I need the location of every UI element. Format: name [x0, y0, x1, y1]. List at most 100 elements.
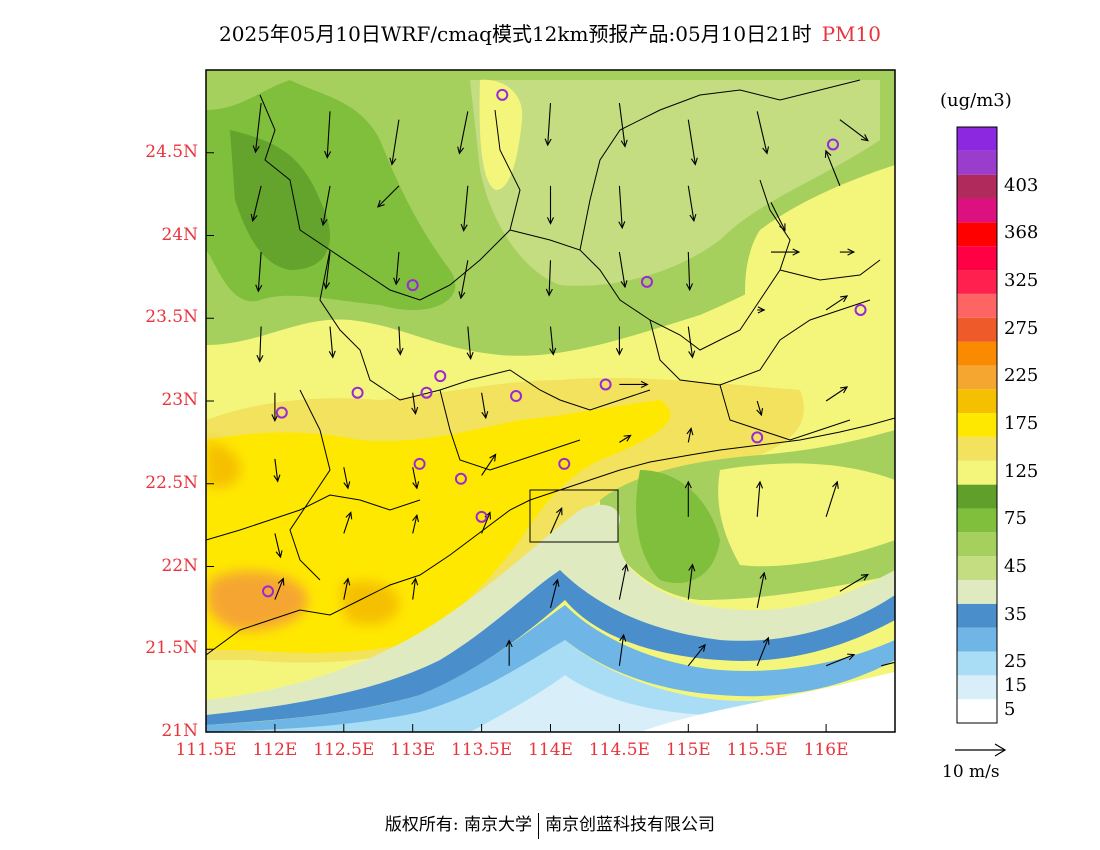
- wind-arrow: [328, 326, 336, 359]
- open-sea-white: [640, 672, 895, 732]
- boundary-line: [649, 299, 871, 386]
- east-coast-darkgreen: [636, 470, 720, 584]
- east-coast-yellow: [718, 463, 895, 567]
- wind-arrow: [755, 480, 764, 517]
- northern-lightgreen-zone: [470, 80, 880, 286]
- colorbar-swatch: [957, 198, 997, 223]
- colorbar-label: 75: [1004, 508, 1027, 530]
- wind-arrow: [770, 248, 801, 256]
- coast-blue: [206, 570, 895, 725]
- station-marker: [351, 386, 364, 399]
- wind-arrow: [825, 653, 856, 667]
- central-gold-band: [206, 400, 671, 653]
- station-marker: [751, 431, 764, 444]
- colorbar-swatch: [957, 150, 997, 175]
- coast-mid-blue: [206, 605, 895, 732]
- wind-arrow: [412, 467, 420, 490]
- wind-arrow: [273, 458, 281, 483]
- wind-arrow: [824, 149, 841, 187]
- lon-tick-label: 113E: [390, 740, 436, 760]
- wind-arrow: [839, 119, 869, 142]
- copyright-footer: 版权所有: 南京大学 南京创蓝科技有限公司: [0, 810, 1100, 839]
- wind-arrow: [757, 306, 766, 314]
- colorbar-units: (ug/m3): [940, 90, 1012, 111]
- colorbar-swatch: [957, 413, 997, 437]
- lon-tick-label: 111.5E: [175, 740, 237, 760]
- lat-tick-label: 22.5N: [145, 472, 198, 493]
- wind-arrow: [687, 643, 706, 667]
- monitoring-stations: [262, 88, 867, 598]
- copyright-prefix: 版权所有: 南京大学: [384, 815, 533, 835]
- wind-arrow: [271, 392, 279, 422]
- wind-arrow: [466, 326, 474, 360]
- wind-arrow: [839, 573, 869, 592]
- colorbar-swatch: [957, 627, 997, 652]
- colorbar-label: 403: [1004, 174, 1039, 196]
- wind-arrow: [460, 185, 469, 232]
- wind-arrow: [546, 185, 555, 225]
- colorbar-label: 325: [1004, 269, 1039, 291]
- station-marker: [475, 510, 488, 523]
- lat-tick-label: 21N: [161, 721, 198, 741]
- wind-arrow: [687, 563, 696, 600]
- boundary-line: [319, 249, 651, 411]
- reference-vector-label: 10 m/s: [942, 762, 1000, 782]
- wind-arrow: [320, 185, 331, 227]
- wind-arrow: [411, 577, 419, 600]
- colorbar-swatch: [957, 317, 997, 342]
- wind-arrow: [255, 252, 263, 293]
- wind-arrow: [324, 111, 332, 159]
- colorbar-swatch: [957, 293, 997, 318]
- wind-arrow: [412, 513, 419, 534]
- colorbar-label: 35: [1004, 603, 1027, 625]
- colorbar-swatch: [957, 603, 997, 628]
- wind-arrow: [545, 260, 553, 297]
- wind-arrow: [615, 326, 623, 356]
- lon-tick-label: 114.5E: [588, 740, 650, 760]
- wind-arrow: [549, 326, 557, 356]
- map-title: 2025年05月10日WRF/cmaq模式12km预报产品:05月10日21时 P…: [0, 18, 1100, 47]
- southwest-orange-patch: [206, 440, 241, 488]
- colorbar-swatch: [957, 127, 997, 151]
- wind-arrow: [881, 661, 895, 667]
- colorbar-swatch: [957, 556, 997, 580]
- boundary-line: [579, 79, 861, 251]
- wind-arrow: [618, 563, 629, 600]
- boundary-line: [206, 494, 421, 541]
- lat-tick-label: 24.5N: [145, 141, 198, 162]
- wind-arrow: [770, 202, 786, 232]
- colorbar-swatch: [957, 365, 997, 390]
- wind-arrow: [687, 119, 698, 166]
- colorbar-label: 368: [1004, 222, 1039, 244]
- station-marker: [454, 472, 467, 485]
- wind-arrow: [377, 185, 400, 208]
- lon-tick-label: 115E: [665, 740, 711, 760]
- station-marker: [510, 390, 523, 403]
- wind-arrow: [549, 578, 560, 609]
- wind-arrow: [619, 434, 632, 443]
- wind-arrow: [687, 326, 696, 359]
- colorbar: [956, 126, 998, 724]
- wind-arrow: [825, 295, 849, 311]
- wind-arrow: [481, 392, 489, 420]
- concentration-field: [206, 70, 895, 732]
- wind-arrow: [756, 111, 770, 155]
- colorbar-label: 25: [1004, 651, 1027, 673]
- colorbar-label: 175: [1004, 413, 1039, 434]
- wind-arrow: [825, 386, 849, 402]
- colorbar-swatch: [957, 508, 997, 533]
- colorbar-swatch: [957, 270, 997, 294]
- station-marker: [854, 303, 867, 316]
- colorbar-swatch: [957, 389, 997, 414]
- wind-arrow: [619, 380, 649, 388]
- station-marker: [420, 386, 433, 399]
- lon-tick-label: 112.5E: [313, 740, 375, 760]
- title-main: 2025年05月10日WRF/cmaq模式12km预报产品:05月10日21时: [219, 22, 812, 46]
- wind-arrow: [618, 251, 628, 289]
- station-marker: [640, 275, 653, 288]
- wind-arrow: [274, 533, 283, 559]
- lat-tick-label: 23N: [161, 390, 198, 410]
- lon-tick-label: 116E: [803, 740, 849, 760]
- colorbar-swatch: [957, 699, 997, 723]
